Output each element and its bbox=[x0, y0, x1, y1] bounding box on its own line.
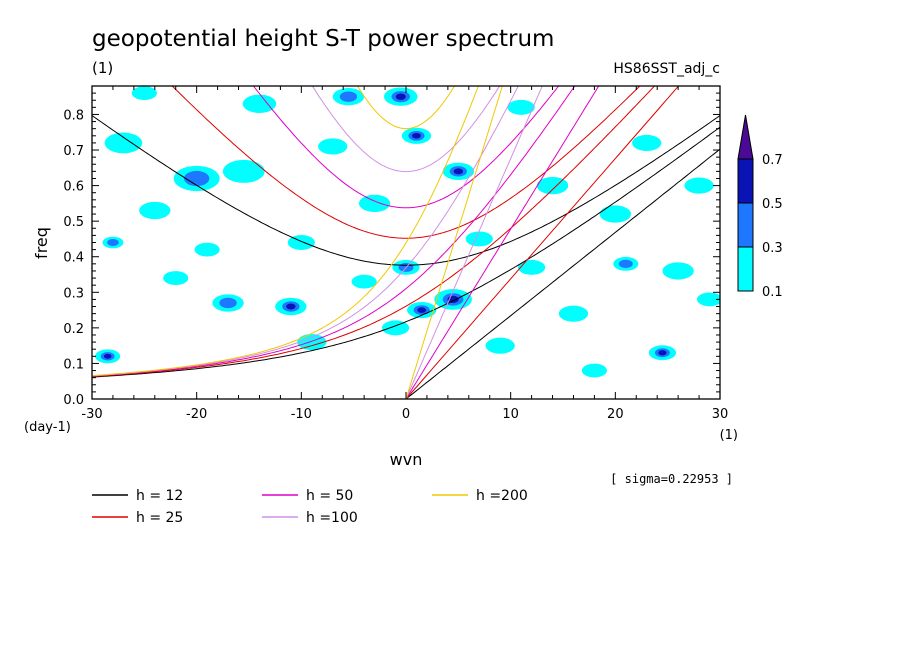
heat-blob bbox=[131, 86, 157, 101]
x-tick-label: -20 bbox=[186, 407, 207, 422]
heat-blob bbox=[163, 271, 189, 285]
heat-blob-core bbox=[618, 259, 633, 268]
heat-blob bbox=[358, 194, 391, 213]
colorbar-label: 0.5 bbox=[762, 197, 783, 212]
heat-blob bbox=[194, 242, 220, 257]
heat-blob bbox=[222, 159, 265, 183]
colorbar: 0.1 0.3 0.5 0.7 bbox=[737, 114, 783, 300]
gravity-curve-h12 bbox=[92, 115, 720, 266]
heat-blob bbox=[381, 320, 410, 336]
heat-blob bbox=[351, 274, 377, 289]
heat-blob-peak bbox=[417, 307, 427, 313]
x-tick-label: -30 bbox=[81, 407, 102, 422]
heat-blob-core bbox=[339, 91, 358, 102]
heat-blob bbox=[242, 94, 277, 113]
gravity-curve-h200 bbox=[356, 86, 456, 130]
mrg-curve-h50 bbox=[92, 86, 576, 377]
kelvin-curve-h12 bbox=[405, 148, 720, 399]
y-tick-label: 0.1 bbox=[63, 357, 84, 372]
heat-blob bbox=[485, 337, 515, 354]
legend-label: h = 50 bbox=[306, 488, 353, 504]
chart-title: geopotential height S-T power spectrum bbox=[92, 26, 554, 52]
gravity-curve-h50 bbox=[252, 86, 560, 209]
legend-label: h =100 bbox=[306, 510, 358, 526]
heat-blob-core bbox=[107, 239, 119, 246]
y-axis-label: freq bbox=[32, 227, 51, 259]
kelvin-curve-h200 bbox=[405, 86, 503, 399]
heat-blob-peak bbox=[286, 303, 296, 310]
x-tick-label: -10 bbox=[291, 407, 312, 422]
legend-label: h = 12 bbox=[136, 488, 183, 504]
legend-label: h = 25 bbox=[136, 510, 183, 526]
heat-blob bbox=[465, 231, 493, 247]
y-tick-label: 0.8 bbox=[63, 108, 84, 123]
heat-blob bbox=[536, 176, 569, 195]
chart-subtitle-left: (1) bbox=[92, 59, 113, 77]
y-tick-label: 0.5 bbox=[63, 215, 84, 230]
kelvin-curve-h25 bbox=[405, 86, 680, 399]
y-tick-label: 0.0 bbox=[63, 393, 84, 408]
heatmap-layer bbox=[95, 86, 720, 378]
y-axis-unit: (day-1) bbox=[24, 420, 71, 435]
heat-blob bbox=[507, 99, 535, 115]
heat-blob bbox=[139, 201, 171, 220]
heat-blob bbox=[684, 177, 714, 194]
kelvin-curve-h50 bbox=[405, 86, 600, 399]
colorbar-label: 0.3 bbox=[762, 241, 783, 256]
heat-blob-core bbox=[219, 297, 237, 309]
heat-blob bbox=[599, 205, 632, 223]
legend-label: h =200 bbox=[476, 488, 528, 504]
heat-blob-core bbox=[184, 170, 210, 187]
y-tick-label: 0.3 bbox=[63, 286, 84, 301]
y-tick-label: 0.7 bbox=[63, 144, 84, 159]
gravity-curve-h100 bbox=[311, 86, 501, 173]
colorbar-segment bbox=[737, 202, 754, 248]
x-axis-unit: (1) bbox=[720, 428, 738, 443]
colorbar-segment bbox=[737, 246, 754, 292]
colorbar-segment bbox=[737, 158, 754, 204]
heat-blob bbox=[662, 262, 694, 280]
x-axis-label: wvn bbox=[390, 450, 423, 469]
heat-blob bbox=[104, 132, 143, 154]
dispersion-curves bbox=[92, 86, 720, 399]
mrg-curve-h25 bbox=[92, 86, 656, 377]
colorbar-arrow bbox=[737, 114, 754, 160]
y-tick-label: 0.4 bbox=[63, 251, 84, 266]
sigma-note: [ sigma=0.22953 ] bbox=[610, 472, 733, 486]
mrg-curve-h200 bbox=[92, 86, 479, 377]
heat-blob bbox=[632, 134, 662, 151]
x-tick-label: 10 bbox=[502, 407, 519, 422]
heat-blob-peak bbox=[395, 93, 406, 100]
mrg-curve-h100 bbox=[92, 86, 519, 377]
legend: h = 12 h = 25 h = 50 h =100 h =200 bbox=[92, 488, 528, 526]
x-tick-label: 30 bbox=[712, 407, 729, 422]
x-tick-label: 0 bbox=[402, 407, 410, 422]
heat-blob bbox=[558, 305, 589, 322]
chart-subtitle-right: HS86SST_adj_c bbox=[613, 61, 720, 77]
mrg-curve-h12 bbox=[92, 126, 720, 378]
heat-blob-peak bbox=[453, 168, 464, 175]
heat-blob bbox=[581, 363, 607, 378]
colorbar-label: 0.1 bbox=[762, 285, 783, 300]
heat-blob-peak bbox=[103, 353, 112, 359]
heat-blob-peak bbox=[658, 350, 667, 356]
gravity-curve-h25 bbox=[171, 86, 641, 239]
heat-blob bbox=[696, 292, 720, 307]
y-tick-label: 0.2 bbox=[63, 322, 84, 337]
colorbar-label: 0.7 bbox=[762, 153, 783, 168]
y-tick-label: 0.6 bbox=[63, 180, 84, 195]
kelvin-curve-h100 bbox=[405, 86, 543, 399]
axis-ticks: -30 -20 -10 0 10 20 30 0.0 0.1 0.2 0.3 0.4 0.5 0.6 0.7… bbox=[63, 86, 728, 422]
heat-blob bbox=[318, 138, 348, 155]
heat-blob-peak bbox=[412, 132, 421, 139]
heat-blob bbox=[517, 259, 546, 275]
x-tick-label: 20 bbox=[607, 407, 624, 422]
